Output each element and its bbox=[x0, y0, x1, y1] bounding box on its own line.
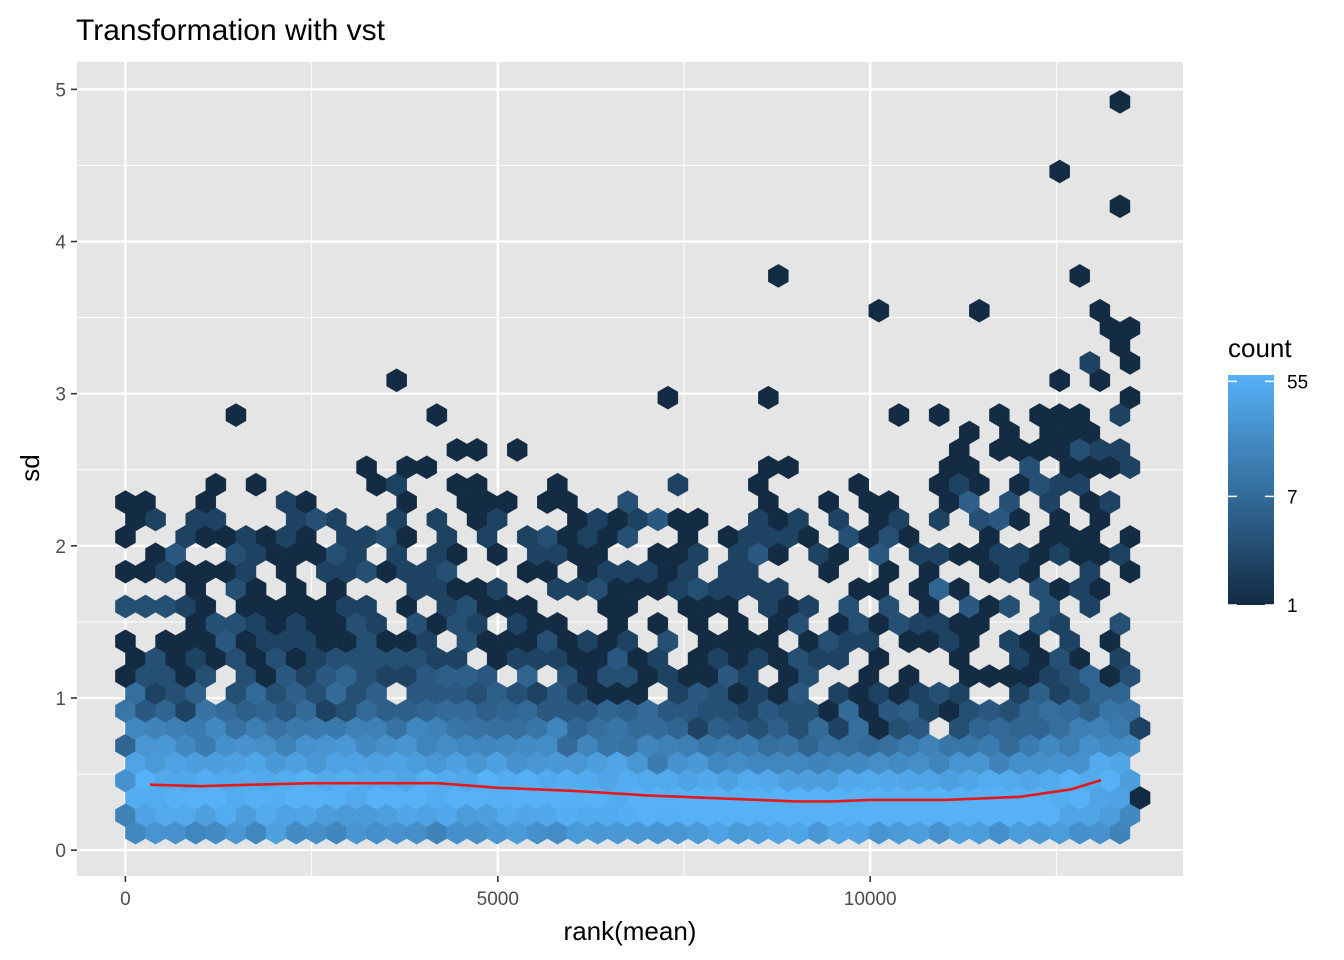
hexbin bbox=[778, 455, 799, 480]
y-tick-label: 2 bbox=[55, 537, 66, 558]
hexbin bbox=[386, 368, 407, 393]
hexbin bbox=[1119, 385, 1141, 410]
hexbin bbox=[245, 472, 267, 497]
hexbin bbox=[1099, 490, 1121, 514]
hexbin bbox=[466, 438, 488, 462]
hexbin bbox=[396, 490, 417, 514]
chart-title: Transformation with vst bbox=[76, 14, 386, 47]
legend-label: 55 bbox=[1287, 372, 1308, 393]
hexbin bbox=[949, 438, 970, 462]
hexbin bbox=[687, 542, 709, 567]
x-tick-label: 0 bbox=[120, 889, 131, 910]
hexbin bbox=[1109, 194, 1131, 219]
legend-label: 1 bbox=[1287, 596, 1298, 617]
y-axis-title: sd bbox=[15, 454, 45, 481]
legend-colorbar bbox=[1228, 375, 1274, 605]
hexbin bbox=[1049, 438, 1070, 462]
hexbin bbox=[426, 403, 448, 427]
y-axis: 0 1 2 3 4 5 bbox=[55, 80, 77, 862]
hexbin bbox=[657, 385, 679, 410]
hexbin bbox=[1079, 420, 1101, 445]
hexbin bbox=[496, 490, 518, 514]
hexbin bbox=[999, 420, 1020, 445]
legend-title: count bbox=[1228, 333, 1292, 363]
hexbin bbox=[1049, 159, 1070, 184]
hexbin bbox=[1029, 403, 1050, 427]
hexbin bbox=[1119, 525, 1141, 549]
hexbin bbox=[687, 507, 709, 532]
hexbin bbox=[1069, 264, 1091, 288]
hexbin bbox=[1049, 368, 1070, 393]
hexbin bbox=[969, 472, 990, 497]
hexbin bbox=[627, 681, 648, 706]
y-tick-label: 5 bbox=[55, 80, 66, 101]
y-tick-label: 4 bbox=[55, 233, 66, 254]
legend-label: 7 bbox=[1287, 487, 1298, 508]
trend-line bbox=[149, 778, 1102, 803]
y-tick-label: 3 bbox=[55, 385, 66, 406]
hexbin-layer bbox=[115, 90, 1151, 845]
hexbin bbox=[1079, 594, 1101, 619]
hexbin bbox=[969, 298, 990, 323]
hexbin bbox=[1109, 438, 1131, 462]
hexbin bbox=[928, 403, 950, 427]
hexbin bbox=[115, 525, 136, 549]
hexbin bbox=[949, 577, 970, 601]
hexbin bbox=[768, 264, 789, 288]
hexbin bbox=[1119, 664, 1141, 688]
hexbin bbox=[225, 403, 247, 427]
hexbin bbox=[888, 403, 910, 427]
hexbin bbox=[758, 385, 779, 410]
hexbin bbox=[326, 577, 347, 601]
hexbin bbox=[396, 525, 417, 549]
x-axis: 0 5000 10000 bbox=[120, 876, 897, 910]
hexbin bbox=[798, 594, 819, 619]
hexbin bbox=[868, 646, 890, 671]
hexbin bbox=[1009, 507, 1030, 532]
hexbin bbox=[1109, 90, 1131, 114]
hexbin bbox=[1049, 507, 1070, 532]
hexbin bbox=[1129, 786, 1151, 810]
y-tick-label: 1 bbox=[55, 689, 66, 710]
hexbin bbox=[446, 542, 468, 567]
y-tick-label: 0 bbox=[55, 841, 66, 862]
hexbin bbox=[1129, 716, 1151, 741]
hexbin bbox=[507, 438, 528, 462]
x-axis-title: rank(mean) bbox=[564, 916, 697, 946]
x-tick-label: 5000 bbox=[477, 889, 519, 910]
hexbin bbox=[396, 455, 417, 480]
hexbin bbox=[145, 507, 166, 532]
hexbin bbox=[1079, 351, 1101, 375]
hexbin bbox=[999, 594, 1020, 619]
hexbin bbox=[768, 542, 789, 567]
hexbin bbox=[657, 629, 679, 654]
hexbin bbox=[1119, 559, 1141, 584]
hexbin bbox=[667, 472, 689, 497]
x-tick-label: 10000 bbox=[844, 889, 897, 910]
hexbin bbox=[898, 664, 920, 688]
hexbin bbox=[868, 298, 890, 323]
hexbin bbox=[1119, 351, 1141, 375]
hexbin bbox=[878, 559, 900, 584]
hexbin bbox=[517, 594, 538, 619]
hexbin bbox=[486, 542, 508, 567]
